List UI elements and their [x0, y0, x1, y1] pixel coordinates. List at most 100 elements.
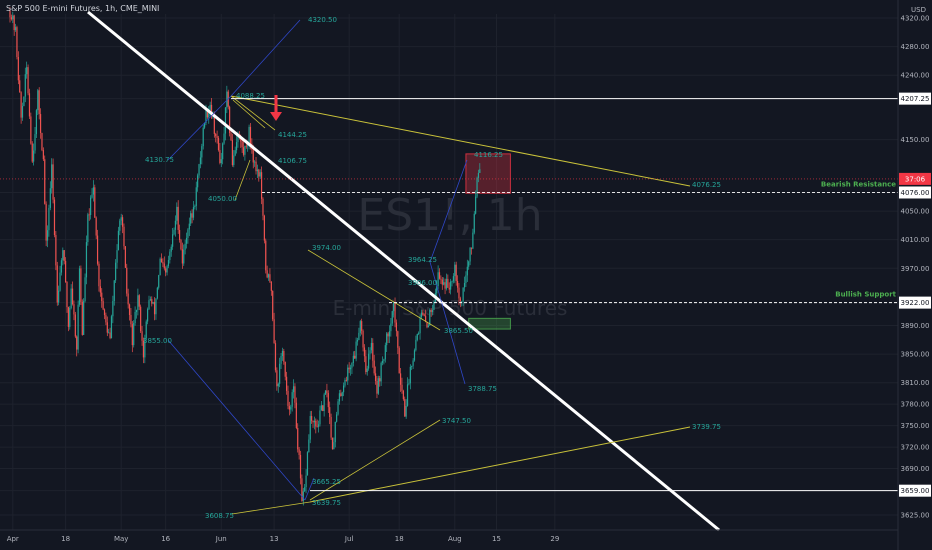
candle — [372, 342, 374, 361]
candle — [401, 384, 403, 391]
annotation-label: 3974.00 — [312, 244, 341, 252]
candle — [9, 10, 11, 18]
candle — [438, 272, 441, 279]
blue-line[interactable] — [167, 339, 306, 501]
candle — [117, 230, 120, 251]
yellow-line[interactable] — [309, 419, 441, 501]
candle — [199, 157, 202, 165]
annotation-label: 3906.00 — [408, 279, 437, 287]
candle — [96, 235, 99, 264]
yellow-line[interactable] — [232, 99, 266, 129]
candle — [83, 301, 85, 335]
candle — [466, 266, 468, 276]
price-tag-label: 3659.00 — [901, 487, 930, 495]
blue-line[interactable] — [429, 261, 466, 385]
candle — [70, 288, 72, 308]
yellow-line[interactable] — [231, 501, 311, 515]
candle — [358, 332, 360, 341]
candle — [201, 146, 203, 158]
price-tick-label: 4010.00 — [901, 236, 930, 244]
candle — [265, 240, 267, 271]
candle — [411, 365, 413, 367]
candle — [252, 149, 254, 163]
yellow-support-line[interactable] — [309, 426, 691, 503]
candle — [28, 93, 31, 117]
candle — [26, 67, 28, 75]
blue-line[interactable] — [167, 95, 232, 161]
yellow-line[interactable] — [230, 95, 276, 131]
candle — [141, 331, 143, 341]
candle — [443, 282, 445, 285]
candle — [305, 475, 307, 488]
time-tick-label: 18 — [61, 535, 70, 543]
candle — [244, 145, 246, 155]
candle — [58, 290, 60, 303]
candle — [374, 373, 377, 382]
candle — [263, 215, 265, 241]
candle — [105, 315, 107, 323]
candle — [312, 420, 314, 423]
candle — [137, 295, 139, 311]
price-tick-label: 3690.00 — [901, 465, 930, 473]
candle — [152, 302, 154, 304]
candle — [80, 268, 82, 302]
down-arrow-icon — [270, 95, 282, 121]
candle — [317, 424, 320, 427]
candle — [81, 301, 83, 335]
time-tick-label: Aug — [448, 535, 462, 543]
candle — [272, 290, 274, 320]
candle — [477, 172, 480, 178]
candle — [108, 332, 110, 334]
candle — [426, 322, 428, 328]
candle — [223, 133, 225, 144]
candle — [352, 355, 354, 363]
annotation-label: 3608.75 — [205, 512, 234, 520]
time-tick-label: Apr — [7, 535, 19, 543]
time-tick-label: 16 — [161, 535, 170, 543]
candle — [276, 370, 278, 387]
candle — [324, 390, 327, 395]
candle — [459, 298, 461, 302]
yellow-resistance-line[interactable] — [230, 95, 691, 187]
candle — [231, 140, 233, 165]
candle — [380, 362, 382, 382]
candle — [423, 314, 425, 316]
yellow-line[interactable] — [307, 249, 441, 331]
annotation-label: 3739.75 — [692, 423, 721, 431]
candle — [240, 137, 242, 142]
candle — [17, 57, 19, 81]
blue-line[interactable] — [429, 159, 468, 263]
x-axis: Apr 18 May 16 Jun 13 Jul 18 Aug 15 29 — [0, 529, 898, 543]
blue-line[interactable] — [230, 19, 301, 97]
price-tick-label: 3780.00 — [901, 401, 930, 409]
price-tick-label: 3850.00 — [901, 351, 930, 359]
symbol-title[interactable]: S&P 500 E-mini Futures, 1h, CME_MINI — [6, 4, 160, 13]
main-downtrend-line[interactable] — [87, 10, 720, 532]
candle — [429, 309, 431, 326]
candle — [62, 250, 64, 261]
drawings[interactable] — [87, 10, 720, 532]
price-tick-label: 4320.00 — [901, 15, 930, 23]
candle — [397, 331, 399, 348]
blue-line[interactable] — [304, 477, 315, 501]
candle — [190, 213, 192, 224]
candle — [336, 414, 338, 422]
candle — [323, 394, 325, 412]
candle — [266, 270, 268, 278]
candle — [173, 229, 175, 235]
horizontal-levels[interactable]: Bearish Resistance Bullish Support — [0, 98, 898, 492]
candle — [283, 350, 285, 362]
candle — [191, 213, 193, 218]
candle — [162, 262, 164, 264]
candle — [440, 278, 442, 280]
yellow-line[interactable] — [234, 159, 251, 201]
candle — [180, 239, 182, 250]
candle — [461, 301, 463, 303]
candle — [479, 169, 481, 173]
annotation-label: 4106.75 — [278, 157, 307, 165]
candle — [52, 164, 54, 200]
candle — [308, 439, 310, 453]
candle — [170, 246, 172, 252]
candle — [399, 373, 402, 385]
